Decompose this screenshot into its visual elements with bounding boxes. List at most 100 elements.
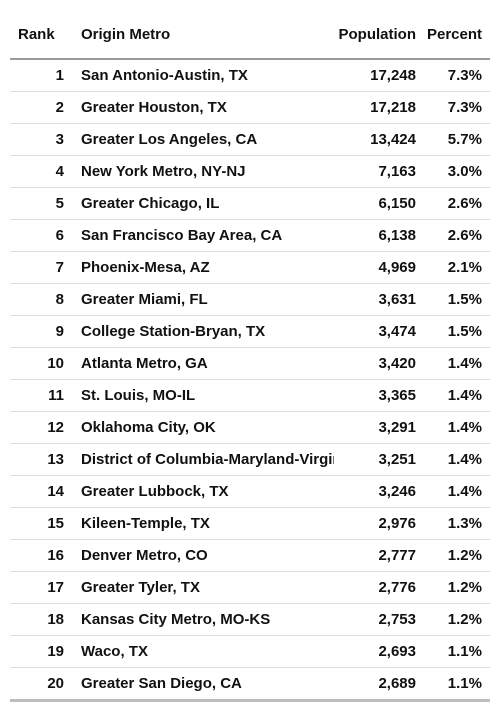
population-cell: 13,424 xyxy=(334,123,416,156)
rank-cell: 1 xyxy=(10,59,64,92)
table-body: 1 San Antonio-Austin, TX 17,248 7.3% 2 Greate… xyxy=(10,59,490,702)
table-row: 5 Greater Chicago, IL 6,150 2.6% xyxy=(10,187,490,220)
percent-cell: 2.6% xyxy=(416,187,490,220)
header-row: Rank Origin Metro Population Percent xyxy=(10,10,490,60)
table-row: 12 Oklahoma City, OK 3,291 1.4% xyxy=(10,411,490,444)
population-cell: 2,693 xyxy=(334,635,416,668)
percent-cell: 1.2% xyxy=(416,603,490,636)
origin-metro-cell: Phoenix-Mesa, AZ xyxy=(64,251,334,284)
rank-cell: 2 xyxy=(10,91,64,124)
population-cell: 2,976 xyxy=(334,507,416,540)
population-cell: 3,251 xyxy=(334,443,416,476)
percent-cell: 1.2% xyxy=(416,571,490,604)
table-row: 6 San Francisco Bay Area, CA 6,138 2.6% xyxy=(10,219,490,252)
percent-cell: 1.5% xyxy=(416,315,490,348)
percent-cell: 2.1% xyxy=(416,251,490,284)
table-row: 10 Atlanta Metro, GA 3,420 1.4% xyxy=(10,347,490,380)
table-row: 17 Greater Tyler, TX 2,776 1.2% xyxy=(10,571,490,604)
rank-cell: 5 xyxy=(10,187,64,220)
population-cell: 2,753 xyxy=(334,603,416,636)
table-row: 13 District of Columbia-Maryland-Virginia… xyxy=(10,443,490,476)
rank-cell: 12 xyxy=(10,411,64,444)
percent-cell: 1.5% xyxy=(416,283,490,316)
table-row: 14 Greater Lubbock, TX 3,246 1.4% xyxy=(10,475,490,508)
population-cell: 3,631 xyxy=(334,283,416,316)
origin-metro-cell: Waco, TX xyxy=(64,635,334,668)
origin-metro-cell: Greater Tyler, TX xyxy=(64,571,334,604)
table-row: 8 Greater Miami, FL 3,631 1.5% xyxy=(10,283,490,316)
rank-cell: 16 xyxy=(10,539,64,572)
origin-metro-cell: District of Columbia-Maryland-Virginia xyxy=(64,443,334,476)
percent-cell: 1.4% xyxy=(416,379,490,412)
rank-cell: 10 xyxy=(10,347,64,380)
rank-cell: 19 xyxy=(10,635,64,668)
origin-metro-cell: Greater Los Angeles, CA xyxy=(64,123,334,156)
rank-column-header: Rank xyxy=(10,10,64,60)
percent-cell: 1.4% xyxy=(416,411,490,444)
origin-metro-cell: Greater Houston, TX xyxy=(64,91,334,124)
population-cell: 2,777 xyxy=(334,539,416,572)
rank-cell: 9 xyxy=(10,315,64,348)
origin-metro-cell: San Francisco Bay Area, CA xyxy=(64,219,334,252)
population-cell: 2,776 xyxy=(334,571,416,604)
population-cell: 6,138 xyxy=(334,219,416,252)
table-row: 15 Kileen-Temple, TX 2,976 1.3% xyxy=(10,507,490,540)
table-row: 16 Denver Metro, CO 2,777 1.2% xyxy=(10,539,490,572)
rank-cell: 4 xyxy=(10,155,64,188)
origin-metro-cell: Kileen-Temple, TX xyxy=(64,507,334,540)
origin-metro-cell: Greater Chicago, IL xyxy=(64,187,334,220)
percent-cell: 1.1% xyxy=(416,667,490,702)
table-row: 3 Greater Los Angeles, CA 13,424 5.7% xyxy=(10,123,490,156)
table-row: 1 San Antonio-Austin, TX 17,248 7.3% xyxy=(10,59,490,92)
origin-metro-table: Rank Origin Metro Population Percent 1 Sa… xyxy=(10,10,490,702)
table-row: 2 Greater Houston, TX 17,218 7.3% xyxy=(10,91,490,124)
origin-metro-cell: Denver Metro, CO xyxy=(64,539,334,572)
population-cell: 3,474 xyxy=(334,315,416,348)
origin-metro-cell: Greater Lubbock, TX xyxy=(64,475,334,508)
percent-cell: 5.7% xyxy=(416,123,490,156)
population-cell: 3,420 xyxy=(334,347,416,380)
percent-cell: 1.4% xyxy=(416,443,490,476)
population-cell: 3,246 xyxy=(334,475,416,508)
percent-cell: 1.3% xyxy=(416,507,490,540)
origin-metro-cell: San Antonio-Austin, TX xyxy=(64,59,334,92)
rank-cell: 15 xyxy=(10,507,64,540)
table-row: 9 College Station-Bryan, TX 3,474 1.5% xyxy=(10,315,490,348)
origin-metro-column-header: Origin Metro xyxy=(64,10,334,60)
table-row: 19 Waco, TX 2,693 1.1% xyxy=(10,635,490,668)
origin-metro-cell: Kansas City Metro, MO-KS xyxy=(64,603,334,636)
percent-column-header: Percent xyxy=(416,10,490,60)
origin-metro-table-container: Rank Origin Metro Population Percent 1 Sa… xyxy=(10,10,490,702)
percent-cell: 1.2% xyxy=(416,539,490,572)
population-cell: 17,248 xyxy=(334,59,416,92)
population-cell: 2,689 xyxy=(334,667,416,702)
percent-cell: 7.3% xyxy=(416,91,490,124)
population-cell: 7,163 xyxy=(334,155,416,188)
rank-cell: 17 xyxy=(10,571,64,604)
percent-cell: 7.3% xyxy=(416,59,490,92)
population-cell: 6,150 xyxy=(334,187,416,220)
population-cell: 17,218 xyxy=(334,91,416,124)
origin-metro-cell: Atlanta Metro, GA xyxy=(64,347,334,380)
rank-cell: 8 xyxy=(10,283,64,316)
table-header: Rank Origin Metro Population Percent xyxy=(10,10,490,60)
population-cell: 4,969 xyxy=(334,251,416,284)
rank-cell: 14 xyxy=(10,475,64,508)
population-cell: 3,291 xyxy=(334,411,416,444)
rank-cell: 20 xyxy=(10,667,64,702)
origin-metro-cell: New York Metro, NY-NJ xyxy=(64,155,334,188)
percent-cell: 1.4% xyxy=(416,347,490,380)
origin-metro-cell: Greater San Diego, CA xyxy=(64,667,334,702)
origin-metro-cell: College Station-Bryan, TX xyxy=(64,315,334,348)
rank-cell: 18 xyxy=(10,603,64,636)
table-row: 4 New York Metro, NY-NJ 7,163 3.0% xyxy=(10,155,490,188)
percent-cell: 2.6% xyxy=(416,219,490,252)
table-row: 7 Phoenix-Mesa, AZ 4,969 2.1% xyxy=(10,251,490,284)
rank-cell: 13 xyxy=(10,443,64,476)
rank-cell: 6 xyxy=(10,219,64,252)
rank-cell: 7 xyxy=(10,251,64,284)
rank-cell: 11 xyxy=(10,379,64,412)
population-cell: 3,365 xyxy=(334,379,416,412)
origin-metro-cell: St. Louis, MO-IL xyxy=(64,379,334,412)
table-row: 20 Greater San Diego, CA 2,689 1.1% xyxy=(10,667,490,702)
